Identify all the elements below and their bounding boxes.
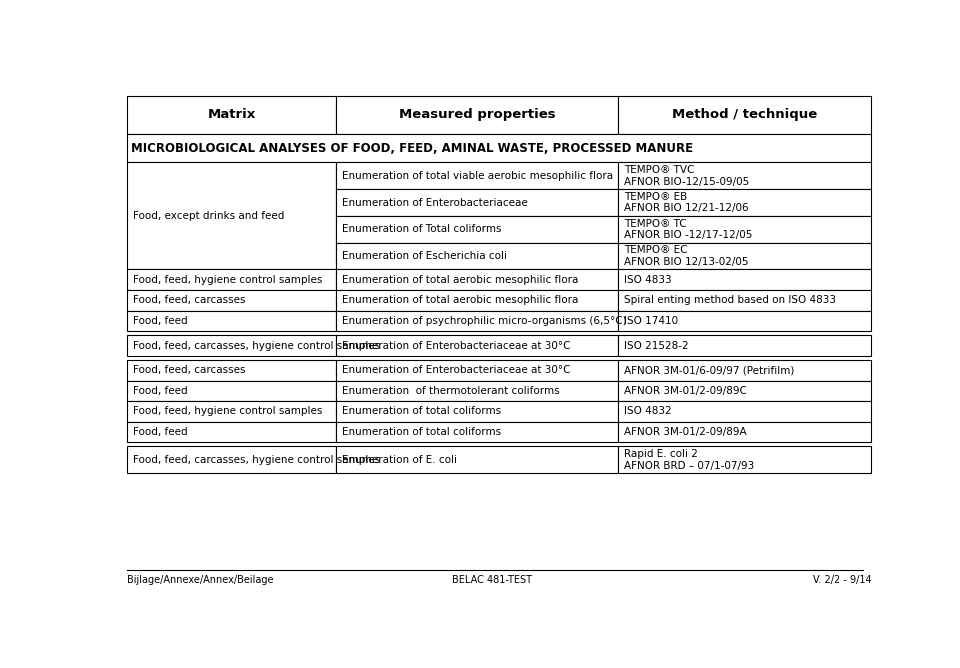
Text: Enumeration of psychrophilic micro-organisms (6,5°C): Enumeration of psychrophilic micro-organ… xyxy=(342,316,626,326)
Text: ISO 21528-2: ISO 21528-2 xyxy=(624,341,689,351)
Text: Food, feed, carcasses, hygiene control samples: Food, feed, carcasses, hygiene control s… xyxy=(133,455,381,465)
Bar xyxy=(618,189,872,216)
Bar xyxy=(618,446,872,473)
Bar xyxy=(336,216,618,242)
Bar xyxy=(128,381,336,401)
Bar xyxy=(336,162,618,189)
Bar xyxy=(128,422,336,442)
Text: TEMPO® EB
AFNOR BIO 12/21-12/06: TEMPO® EB AFNOR BIO 12/21-12/06 xyxy=(624,192,749,213)
Text: BELAC 481-TEST: BELAC 481-TEST xyxy=(452,575,532,585)
Bar xyxy=(618,96,872,134)
Bar xyxy=(618,401,872,422)
Bar xyxy=(618,381,872,401)
Bar xyxy=(336,401,618,422)
Bar xyxy=(336,381,618,401)
Text: Enumeration of Enterobacteriaceae at 30°C: Enumeration of Enterobacteriaceae at 30°… xyxy=(342,341,570,351)
Text: Enumeration  of thermotolerant coliforms: Enumeration of thermotolerant coliforms xyxy=(342,386,560,396)
Text: Food, feed, carcasses, hygiene control samples: Food, feed, carcasses, hygiene control s… xyxy=(133,341,381,351)
Bar xyxy=(618,335,872,356)
Text: AFNOR 3M-01/2-09/89C: AFNOR 3M-01/2-09/89C xyxy=(624,386,747,396)
Bar xyxy=(128,269,336,290)
Bar xyxy=(336,360,618,381)
Text: Enumeration of Total coliforms: Enumeration of Total coliforms xyxy=(342,224,501,234)
Text: Food, feed: Food, feed xyxy=(133,427,188,437)
Text: Enumeration of total viable aerobic mesophilic flora: Enumeration of total viable aerobic meso… xyxy=(342,171,612,181)
Bar xyxy=(128,134,872,162)
Bar xyxy=(336,290,618,311)
Text: Food, feed, carcasses: Food, feed, carcasses xyxy=(133,365,246,375)
Text: Food, feed, hygiene control samples: Food, feed, hygiene control samples xyxy=(133,406,323,416)
Bar xyxy=(336,311,618,331)
Text: Food, feed, hygiene control samples: Food, feed, hygiene control samples xyxy=(133,275,323,285)
Bar xyxy=(336,242,618,269)
Text: Method / technique: Method / technique xyxy=(672,108,818,122)
Bar xyxy=(618,422,872,442)
Bar xyxy=(336,269,618,290)
Bar xyxy=(128,401,336,422)
Text: Enumeration of total coliforms: Enumeration of total coliforms xyxy=(342,427,501,437)
Bar xyxy=(128,335,336,356)
Bar xyxy=(618,242,872,269)
Bar xyxy=(618,290,872,311)
Text: AFNOR 3M-01/2-09/89A: AFNOR 3M-01/2-09/89A xyxy=(624,427,747,437)
Bar xyxy=(336,189,618,216)
Text: Food, feed: Food, feed xyxy=(133,316,188,326)
Text: Bijlage/Annexe/Annex/Beilage: Bijlage/Annexe/Annex/Beilage xyxy=(128,575,274,585)
Text: Enumeration of E. coli: Enumeration of E. coli xyxy=(342,455,457,465)
Text: Food, except drinks and feed: Food, except drinks and feed xyxy=(133,211,285,221)
Text: TEMPO® EC
AFNOR BIO 12/13-02/05: TEMPO® EC AFNOR BIO 12/13-02/05 xyxy=(624,245,749,267)
Text: Enumeration of Escherichia coli: Enumeration of Escherichia coli xyxy=(342,251,507,261)
Text: Rapid E. coli 2
AFNOR BRD – 07/1-07/93: Rapid E. coli 2 AFNOR BRD – 07/1-07/93 xyxy=(624,449,755,470)
Bar xyxy=(618,269,872,290)
Text: ISO 4833: ISO 4833 xyxy=(624,275,672,285)
Text: TEMPO® TC
AFNOR BIO -12/17-12/05: TEMPO® TC AFNOR BIO -12/17-12/05 xyxy=(624,218,753,240)
Text: Enumeration of total coliforms: Enumeration of total coliforms xyxy=(342,406,501,416)
Bar xyxy=(618,162,872,189)
Bar xyxy=(336,96,618,134)
Text: AFNOR 3M-01/6-09/97 (Petrifilm): AFNOR 3M-01/6-09/97 (Petrifilm) xyxy=(624,365,795,375)
Text: Food, feed: Food, feed xyxy=(133,386,188,396)
Text: Measured properties: Measured properties xyxy=(398,108,556,122)
Text: Spiral enting method based on ISO 4833: Spiral enting method based on ISO 4833 xyxy=(624,295,836,305)
Text: Enumeration of Enterobacteriaceae at 30°C: Enumeration of Enterobacteriaceae at 30°… xyxy=(342,365,570,375)
Bar xyxy=(618,216,872,242)
Text: Enumeration of Enterobacteriaceae: Enumeration of Enterobacteriaceae xyxy=(342,198,527,208)
Bar xyxy=(618,360,872,381)
Bar xyxy=(128,162,336,269)
Bar xyxy=(618,311,872,331)
Bar xyxy=(128,290,336,311)
Bar xyxy=(128,96,336,134)
Bar xyxy=(336,335,618,356)
Bar xyxy=(336,422,618,442)
Text: Enumeration of total aerobic mesophilic flora: Enumeration of total aerobic mesophilic … xyxy=(342,275,578,285)
Text: MICROBIOLOGICAL ANALYSES OF FOOD, FEED, AMINAL WASTE, PROCESSED MANURE: MICROBIOLOGICAL ANALYSES OF FOOD, FEED, … xyxy=(132,142,693,155)
Text: Matrix: Matrix xyxy=(207,108,255,122)
Text: TEMPO® TVC
AFNOR BIO-12/15-09/05: TEMPO® TVC AFNOR BIO-12/15-09/05 xyxy=(624,165,750,186)
Text: ISO 4832: ISO 4832 xyxy=(624,406,672,416)
Bar xyxy=(128,446,336,473)
Bar xyxy=(336,446,618,473)
Text: V. 2/2 - 9/14: V. 2/2 - 9/14 xyxy=(813,575,872,585)
Text: Enumeration of total aerobic mesophilic flora: Enumeration of total aerobic mesophilic … xyxy=(342,295,578,305)
Text: Food, feed, carcasses: Food, feed, carcasses xyxy=(133,295,246,305)
Text: ISO 17410: ISO 17410 xyxy=(624,316,679,326)
Bar xyxy=(128,311,336,331)
Bar xyxy=(128,360,336,381)
